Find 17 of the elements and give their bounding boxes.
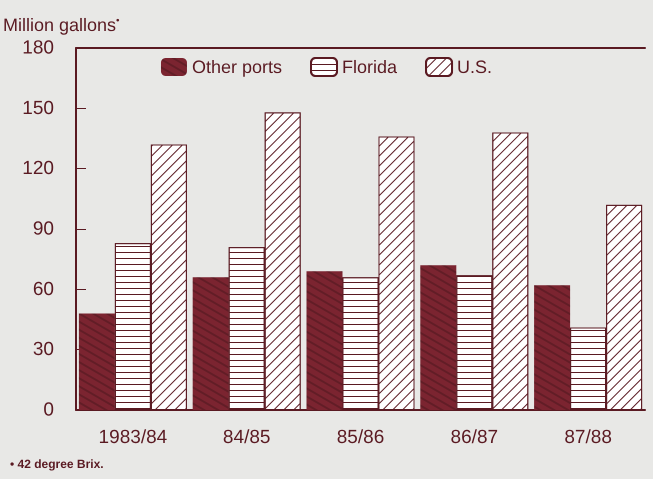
y-tick-label: 150 <box>22 98 54 119</box>
x-tick-label: 84/85 <box>222 427 270 448</box>
y-tick-label: 180 <box>22 38 54 58</box>
y-tick-label: 60 <box>32 278 54 300</box>
y-tick-label: 120 <box>22 158 54 180</box>
legend-label: Florida <box>342 57 398 77</box>
x-tick-label: 1983/84 <box>98 427 168 448</box>
text: • 42 degree Brix. <box>10 457 104 471</box>
y-tick-label: 30 <box>32 339 54 360</box>
legend-label: Other ports <box>192 57 282 77</box>
x-tick-label: 86/87 <box>450 427 498 448</box>
x-tick-label: 87/88 <box>564 427 612 448</box>
x-tick-label: 85/86 <box>336 427 384 448</box>
y-tick-label: 0 <box>43 400 54 420</box>
legend-label: U.S. <box>457 57 492 77</box>
y-axis-title: Million gallons• <box>3 15 120 35</box>
y-tick-label: 90 <box>32 218 54 240</box>
